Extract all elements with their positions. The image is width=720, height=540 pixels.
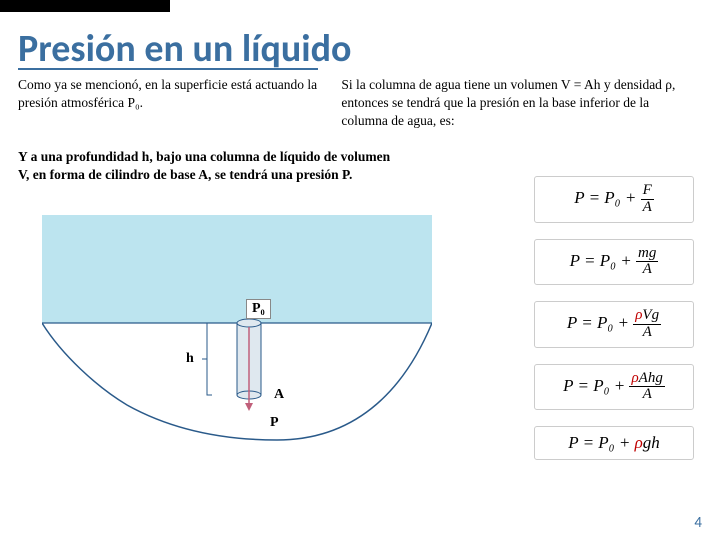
f5-rho: ρ — [635, 433, 643, 452]
f3-den: A — [633, 325, 661, 341]
intro-right: Si la columna de agua tiene un volumen V… — [341, 76, 691, 131]
f3-lhs: P = P₀ + — [567, 313, 629, 332]
f1-den: A — [641, 200, 654, 216]
liquid-diagram: P₀ h A P — [42, 215, 432, 470]
label-A: A — [274, 387, 284, 403]
f2-num: mg — [636, 246, 658, 263]
f4-lhs: P = P₀ + — [563, 376, 625, 395]
formula-4: P = P₀ + ρAhgA — [534, 364, 694, 411]
f3-numrest: Vg — [642, 307, 659, 323]
f4-den: A — [629, 387, 664, 403]
intro-left: Como ya se mencionó, en la superficie es… — [18, 76, 338, 112]
f2-lhs: P = P₀ + — [570, 251, 632, 270]
f4-numrest: Ahg — [639, 370, 663, 386]
f1-lhs: P = P₀ + — [574, 188, 636, 207]
f1-num: F — [641, 183, 654, 200]
formula-5: P = P₀ + ρgh — [534, 426, 694, 460]
formula-2: P = P₀ + mgA — [534, 239, 694, 286]
paragraph-2: Y a una profundidad h, bajo una columna … — [18, 148, 398, 184]
formula-1: P = P₀ + FA — [534, 176, 694, 223]
f5-rest: gh — [643, 433, 660, 452]
title-underline — [18, 68, 318, 70]
label-p0: P₀ — [246, 299, 271, 319]
intro-text: Como ya se mencionó, en la superficie es… — [18, 76, 702, 131]
formula-3: P = P₀ + ρVgA — [534, 301, 694, 348]
top-bar — [0, 0, 170, 12]
label-P: P — [270, 415, 279, 431]
f4-rho: ρ — [631, 370, 638, 386]
f2-den: A — [636, 262, 658, 278]
label-h: h — [186, 351, 194, 367]
page-number: 4 — [694, 514, 702, 532]
formula-column: P = P₀ + FA P = P₀ + mgA P = P₀ + ρVgA P… — [534, 176, 694, 460]
slide-title: Presión en un líquido — [18, 26, 351, 72]
f5-pre: P = P₀ + — [568, 433, 634, 452]
